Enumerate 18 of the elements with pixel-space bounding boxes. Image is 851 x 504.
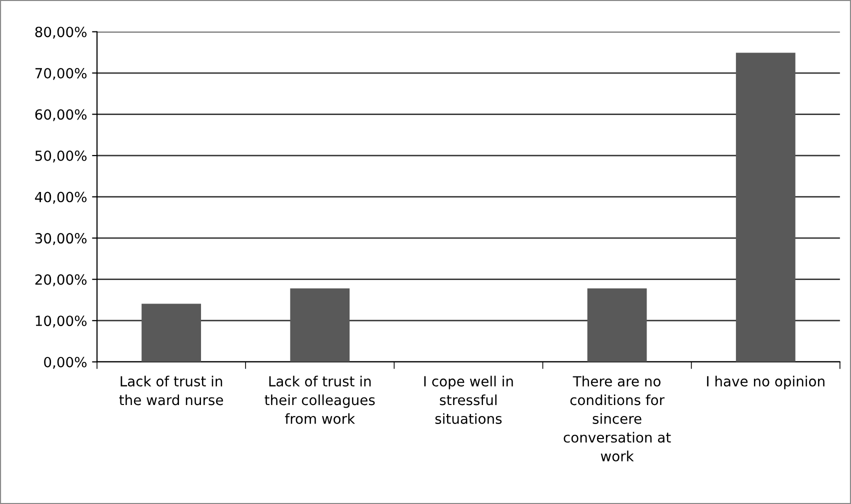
bar: [142, 304, 202, 362]
y-tick-label: 10,00%: [36, 316, 87, 328]
y-tick-label: 70,00%: [35, 68, 87, 80]
y-tick-label: 80,00%: [35, 26, 87, 39]
bar: [736, 52, 796, 362]
y-tick-label: 50,00%: [35, 150, 87, 162]
y-tick-label: 40,00%: [35, 192, 87, 204]
y-tick-label: 60,00%: [35, 109, 87, 122]
y-tick-label: 30,00%: [35, 233, 87, 245]
x-tick-label: Lack of trust in the ward nurse: [119, 376, 224, 406]
x-tick-label: There are no conditions for sincere conversation at work: [564, 376, 671, 462]
y-tick-label: 20,00%: [35, 274, 87, 286]
bar: [587, 288, 647, 362]
bar: [290, 288, 350, 362]
x-tick-label: Lack of trust in their colleagues from work: [264, 376, 375, 424]
y-tick-label: 0,00%: [44, 356, 87, 369]
x-tick-label: I cope well in stressful situations: [424, 376, 513, 424]
x-tick-label: I have no opinion: [707, 376, 824, 390]
